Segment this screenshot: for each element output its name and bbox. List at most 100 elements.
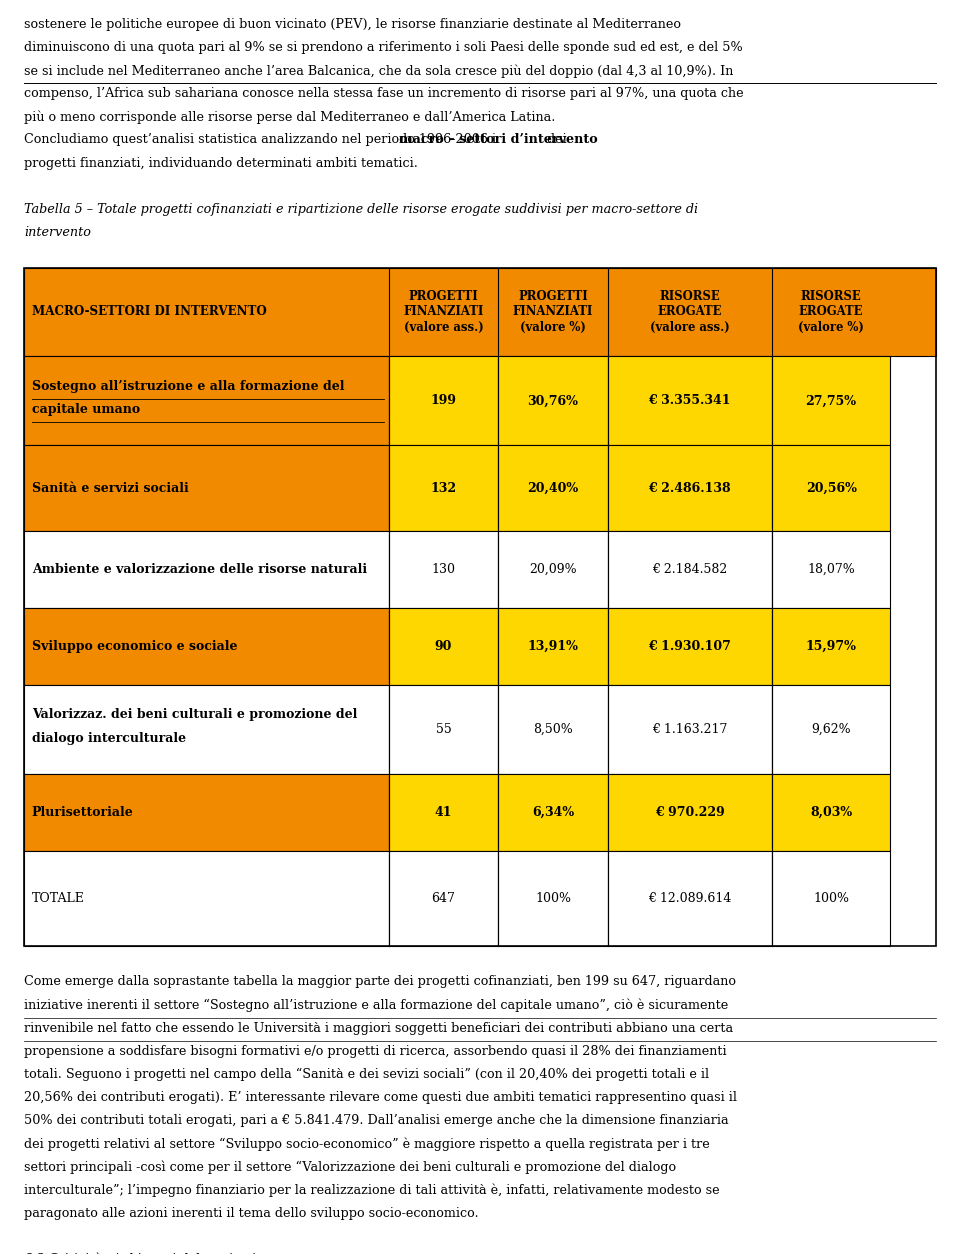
Bar bbox=[498, 774, 608, 851]
Text: 55: 55 bbox=[436, 722, 451, 736]
Bar bbox=[24, 685, 389, 774]
Text: 50% dei contributi totali erogati, pari a € 5.841.479. Dall’analisi emerge anche: 50% dei contributi totali erogati, pari … bbox=[24, 1115, 729, 1127]
Bar bbox=[772, 774, 891, 851]
Text: dei progetti relativi al settore “Sviluppo socio-economico” è maggiore rispetto : dei progetti relativi al settore “Svilup… bbox=[24, 1137, 709, 1151]
Text: macro – settori d’intervento: macro – settori d’intervento bbox=[399, 133, 598, 147]
Text: propensione a soddisfare bisogni formativi e/o progetti di ricerca, assorbendo q: propensione a soddisfare bisogni formati… bbox=[24, 1045, 727, 1058]
Text: Tabella 5 – Totale progetti cofinanziati e ripartizione delle risorse erogate su: Tabella 5 – Totale progetti cofinanziati… bbox=[24, 203, 698, 216]
Text: 41: 41 bbox=[435, 806, 452, 819]
Bar bbox=[498, 530, 608, 608]
Text: 90: 90 bbox=[435, 640, 452, 653]
Bar bbox=[389, 356, 498, 445]
Text: TOTALE: TOTALE bbox=[32, 892, 84, 905]
Text: settori principali ­così come per il settore “Valorizzazione dei beni culturali : settori principali ­così come per il set… bbox=[24, 1160, 676, 1174]
Bar bbox=[24, 267, 936, 356]
Text: € 2.486.138: € 2.486.138 bbox=[648, 482, 732, 494]
Text: Concludiamo quest’analisi statistica analizzando nel periodo 1996-2006 i: Concludiamo quest’analisi statistica ana… bbox=[24, 133, 500, 147]
Text: se si include nel Mediterraneo anche l’area Balcanica, che da sola cresce più de: se si include nel Mediterraneo anche l’a… bbox=[24, 64, 733, 78]
Text: 130: 130 bbox=[432, 563, 456, 576]
Bar bbox=[24, 530, 389, 608]
Text: Sviluppo economico e sociale: Sviluppo economico e sociale bbox=[32, 640, 237, 653]
Text: 8,03%: 8,03% bbox=[810, 806, 852, 819]
Text: capitale umano: capitale umano bbox=[32, 404, 140, 416]
Bar bbox=[772, 445, 891, 530]
Text: 18,07%: 18,07% bbox=[807, 563, 855, 576]
Text: 20,56% dei contributi erogati). E’ interessante rilevare come questi due ambiti : 20,56% dei contributi erogati). E’ inter… bbox=[24, 1091, 737, 1104]
Bar bbox=[24, 608, 389, 685]
Text: RISORSE
EROGATE
(valore %): RISORSE EROGATE (valore %) bbox=[798, 291, 864, 334]
Bar bbox=[608, 608, 772, 685]
Bar bbox=[389, 445, 498, 530]
Bar bbox=[24, 267, 936, 946]
Bar bbox=[608, 685, 772, 774]
Text: 100%: 100% bbox=[535, 892, 571, 905]
Text: interculturale”; l’impegno finanziario per la realizzazione di tali attività è, : interculturale”; l’impegno finanziario p… bbox=[24, 1184, 720, 1198]
Bar bbox=[772, 530, 891, 608]
Text: dialogo interculturale: dialogo interculturale bbox=[32, 732, 186, 745]
Text: progetti finanziati, individuando determinati ambiti tematici.: progetti finanziati, individuando determ… bbox=[24, 157, 418, 169]
Text: più o meno corrisponde alle risorse perse dal Mediterraneo e dall’America Latina: più o meno corrisponde alle risorse pers… bbox=[24, 110, 556, 124]
Text: 20,09%: 20,09% bbox=[529, 563, 577, 576]
Text: Plurisettoriale: Plurisettoriale bbox=[32, 806, 133, 819]
Text: 20,40%: 20,40% bbox=[527, 482, 579, 494]
Text: Come emerge dalla soprastante tabella la maggior parte dei progetti cofinanziati: Come emerge dalla soprastante tabella la… bbox=[24, 976, 736, 988]
Text: totali. Seguono i progetti nel campo della “Sanità e dei sevizi sociali” (con il: totali. Seguono i progetti nel campo del… bbox=[24, 1068, 709, 1081]
Bar bbox=[608, 530, 772, 608]
Bar bbox=[24, 774, 389, 851]
Text: 13,91%: 13,91% bbox=[528, 640, 578, 653]
Text: MACRO-SETTORI DI INTERVENTO: MACRO-SETTORI DI INTERVENTO bbox=[32, 306, 267, 319]
Text: PROGETTI
FINANZIATI
(valore %): PROGETTI FINANZIATI (valore %) bbox=[513, 291, 593, 334]
Text: 6,34%: 6,34% bbox=[532, 806, 574, 819]
Bar bbox=[24, 356, 389, 445]
Text: € 2.184.582: € 2.184.582 bbox=[652, 563, 728, 576]
Text: € 3.355.341: € 3.355.341 bbox=[649, 395, 731, 408]
Text: 20,56%: 20,56% bbox=[805, 482, 856, 494]
Text: intervento: intervento bbox=[24, 226, 91, 240]
Text: 100%: 100% bbox=[813, 892, 849, 905]
Text: Valorizzaz. dei beni culturali e promozione del: Valorizzaz. dei beni culturali e promozi… bbox=[32, 709, 357, 721]
Text: RISORSE
EROGATE
(valore ass.): RISORSE EROGATE (valore ass.) bbox=[650, 291, 730, 334]
Text: Sanità e servizi sociali: Sanità e servizi sociali bbox=[32, 482, 188, 494]
Bar bbox=[498, 851, 608, 946]
Bar bbox=[24, 445, 389, 530]
Text: € 1.163.217: € 1.163.217 bbox=[652, 722, 728, 736]
Text: 27,75%: 27,75% bbox=[805, 395, 856, 408]
Text: iniziative inerenti il settore “Sostegno all’istruzione e alla formazione del ca: iniziative inerenti il settore “Sostegno… bbox=[24, 998, 729, 1012]
Bar bbox=[389, 530, 498, 608]
Bar bbox=[608, 356, 772, 445]
Text: 132: 132 bbox=[430, 482, 457, 494]
Text: dei: dei bbox=[542, 133, 566, 147]
Text: PROGETTI
FINANZIATI
(valore ass.): PROGETTI FINANZIATI (valore ass.) bbox=[403, 291, 484, 334]
Bar bbox=[389, 685, 498, 774]
Text: € 12.089.614: € 12.089.614 bbox=[648, 892, 732, 905]
Bar bbox=[608, 445, 772, 530]
Bar bbox=[389, 608, 498, 685]
Bar bbox=[772, 851, 891, 946]
Text: sostenere le politiche europee di buon vicinato (PEV), le risorse finanziarie de: sostenere le politiche europee di buon v… bbox=[24, 18, 681, 31]
Text: 30,76%: 30,76% bbox=[528, 395, 578, 408]
Text: Ambiente e valorizzazione delle risorse naturali: Ambiente e valorizzazione delle risorse … bbox=[32, 563, 367, 576]
Text: 9,62%: 9,62% bbox=[811, 722, 851, 736]
Text: Sostegno all’istruzione e alla formazione del: Sostegno all’istruzione e alla formazion… bbox=[32, 380, 345, 393]
Bar bbox=[772, 685, 891, 774]
Text: 647: 647 bbox=[432, 892, 455, 905]
Bar bbox=[498, 608, 608, 685]
Text: € 1.930.107: € 1.930.107 bbox=[648, 640, 732, 653]
Bar bbox=[498, 445, 608, 530]
Bar bbox=[389, 851, 498, 946]
Text: rinvenibile nel fatto che essendo le Università i maggiori soggetti beneficiari : rinvenibile nel fatto che essendo le Uni… bbox=[24, 1022, 733, 1035]
Bar bbox=[24, 851, 389, 946]
Bar bbox=[608, 851, 772, 946]
Text: diminuiscono di una quota pari al 9% se si prendono a riferimento i soli Paesi d: diminuiscono di una quota pari al 9% se … bbox=[24, 41, 743, 54]
Text: compenso, l’Africa sub sahariana conosce nella stessa fase un incremento di riso: compenso, l’Africa sub sahariana conosce… bbox=[24, 88, 744, 100]
Bar bbox=[772, 608, 891, 685]
Text: paragonato alle azioni inerenti il tema dello sviluppo socio-economico.: paragonato alle azioni inerenti il tema … bbox=[24, 1206, 479, 1220]
Bar bbox=[498, 356, 608, 445]
Text: 199: 199 bbox=[430, 395, 457, 408]
Bar bbox=[772, 356, 891, 445]
Bar bbox=[498, 685, 608, 774]
Text: 8,50%: 8,50% bbox=[533, 722, 573, 736]
Bar bbox=[389, 774, 498, 851]
Text: 15,97%: 15,97% bbox=[805, 640, 856, 653]
Bar bbox=[608, 774, 772, 851]
